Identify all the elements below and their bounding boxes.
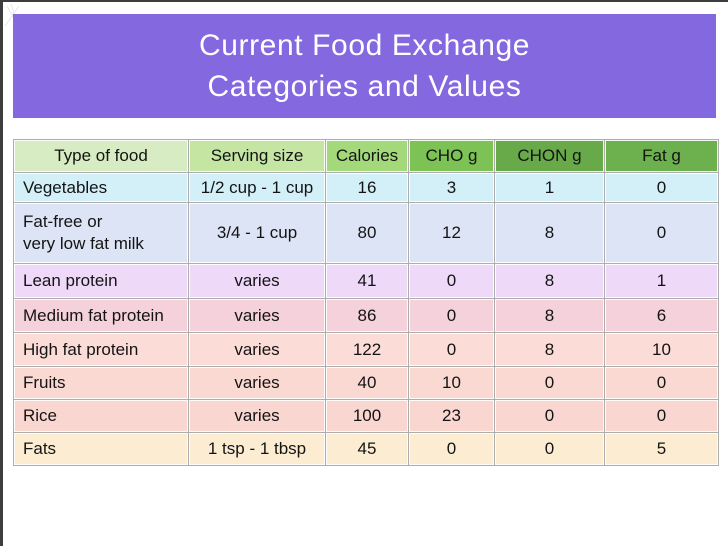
food-cell: Vegetables (13, 172, 189, 203)
title-line-2: Categories and Values (207, 70, 522, 103)
calories-cell: 100 (325, 399, 409, 433)
table-row-lean-protein: Lean protein varies 41 0 8 1 (13, 263, 719, 299)
food-cell: Fruits (13, 366, 189, 400)
table-row-medium-fat-protein: Medium fat protein varies 86 0 8 6 (13, 298, 719, 333)
chon-cell: 8 (494, 298, 605, 333)
fat-cell: 0 (604, 399, 719, 433)
fat-cell: 0 (604, 172, 719, 203)
calories-cell: 41 (325, 263, 409, 299)
food-cell: Medium fat protein (13, 298, 189, 333)
cho-cell: 0 (408, 263, 495, 299)
header-type-of-food: Type of food (13, 139, 189, 173)
fat-cell: 0 (604, 202, 719, 264)
title-line-1: Current Food Exchange (198, 29, 531, 62)
cho-cell: 12 (408, 202, 495, 264)
calories-cell: 122 (325, 332, 409, 367)
cho-cell: 0 (408, 298, 495, 333)
calories-cell: 40 (325, 366, 409, 400)
table-row-fats: Fats 1 tsp - 1 tbsp 45 0 0 5 (13, 432, 719, 466)
calories-cell: 45 (325, 432, 409, 466)
calories-cell: 80 (325, 202, 409, 264)
serving-cell: varies (188, 366, 326, 400)
food-cell: Fats (13, 432, 189, 466)
table-row-high-fat-protein: High fat protein varies 122 0 8 10 (13, 332, 719, 367)
food-cell: Lean protein (13, 263, 189, 299)
serving-cell: varies (188, 332, 326, 367)
chon-cell: 0 (494, 432, 605, 466)
chon-cell: 1 (494, 172, 605, 203)
calories-cell: 16 (325, 172, 409, 203)
table-row-fruits: Fruits varies 40 10 0 0 (13, 366, 719, 400)
header-serving-size: Serving size (188, 139, 326, 173)
fat-cell: 10 (604, 332, 719, 367)
cho-cell: 0 (408, 432, 495, 466)
serving-cell: 3/4 - 1 cup (188, 202, 326, 264)
fat-cell: 6 (604, 298, 719, 333)
serving-cell: 1 tsp - 1 tbsp (188, 432, 326, 466)
chon-cell: 0 (494, 399, 605, 433)
serving-cell: varies (188, 298, 326, 333)
cho-cell: 3 (408, 172, 495, 203)
header-chon-g: CHON g (494, 139, 605, 173)
serving-cell: varies (188, 399, 326, 433)
calories-cell: 86 (325, 298, 409, 333)
cho-cell: 23 (408, 399, 495, 433)
table-row-rice: Rice varies 100 23 0 0 (13, 399, 719, 433)
table-row-vegetables: Vegetables 1/2 cup - 1 cup 16 3 1 0 (13, 172, 719, 203)
header-cho-g: CHO g (408, 139, 495, 173)
serving-cell: varies (188, 263, 326, 299)
food-cell: Fat-free or very low fat milk (13, 202, 189, 264)
cho-cell: 0 (408, 332, 495, 367)
chon-cell: 0 (494, 366, 605, 400)
chon-cell: 8 (494, 263, 605, 299)
table-row-fat-free-milk: Fat-free or very low fat milk 3/4 - 1 cu… (13, 202, 719, 264)
chon-cell: 8 (494, 202, 605, 264)
serving-cell: 1/2 cup - 1 cup (188, 172, 326, 203)
header-fat-g: Fat g (604, 139, 719, 173)
table-header-row: Type of food Serving size Calories CHO g… (13, 139, 719, 173)
food-cell: High fat protein (13, 332, 189, 367)
cho-cell: 10 (408, 366, 495, 400)
fat-cell: 1 (604, 263, 719, 299)
chon-cell: 8 (494, 332, 605, 367)
fat-cell: 0 (604, 366, 719, 400)
fat-cell: 5 (604, 432, 719, 466)
food-cell: Rice (13, 399, 189, 433)
food-exchange-table: Type of food Serving size Calories CHO g… (13, 139, 719, 466)
header-calories: Calories (325, 139, 409, 173)
title-banner: Current Food Exchange Categories and Val… (13, 14, 716, 118)
